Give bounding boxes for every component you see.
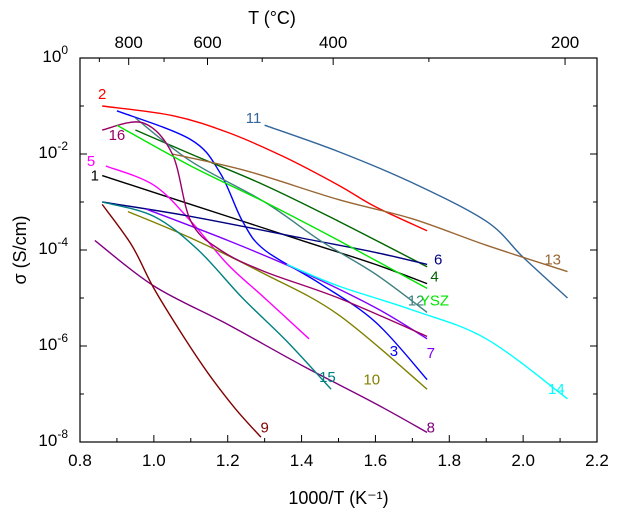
top-tick-label: 400 [319, 33, 347, 52]
x-tick-label: 0.8 [68, 451, 92, 470]
series-line-12 [134, 117, 428, 313]
series-label-YSZ: YSZ [420, 292, 449, 309]
series-label-3: 3 [390, 343, 398, 360]
series-label-16: 16 [109, 127, 126, 144]
series-line-YSZ [116, 124, 428, 290]
x-tick-label: 2.0 [511, 451, 535, 470]
series-label-2: 2 [98, 86, 106, 103]
top-tick-label: 800 [114, 33, 142, 52]
x-tick-label: 1.0 [142, 451, 166, 470]
x-axis-title: 1000/T (K⁻¹) [288, 488, 388, 508]
x-tick-label: 1.4 [290, 451, 314, 470]
series-label-10: 10 [363, 372, 380, 389]
ticks-layer [79, 57, 598, 443]
series-line-9 [101, 203, 262, 438]
series-label-5: 5 [87, 153, 95, 170]
series-line-4 [135, 129, 428, 268]
series-label-12: 12 [408, 292, 425, 309]
series-label-14: 14 [548, 381, 565, 398]
series-label-8: 8 [427, 420, 435, 437]
series-line-2 [102, 105, 428, 232]
top-tick-label: 200 [551, 33, 579, 52]
series-label-11: 11 [246, 110, 262, 127]
series-line-8 [94, 239, 428, 434]
top-axis-title: T (°C) [248, 8, 296, 28]
series-line-16 [102, 121, 428, 338]
series-line-14 [286, 263, 568, 400]
series-label-6: 6 [434, 252, 442, 269]
y-axis-title: σ (S/cm) [10, 215, 30, 284]
series-label-1: 1 [91, 168, 99, 185]
x-tick-label: 1.6 [364, 451, 388, 470]
series-label-7: 7 [427, 345, 435, 362]
series-line-1 [101, 174, 428, 285]
series-label-15: 15 [319, 369, 336, 386]
series-line-10 [127, 210, 428, 390]
series-line-13 [172, 153, 568, 273]
top-tick-label: 600 [193, 33, 221, 52]
x-tick-label: 1.2 [216, 451, 240, 470]
labels-layer: 0.8 1.0 1.2 1.4 1.6 1.8 2.0 2.210-810-610-410-2… [38, 33, 608, 470]
series-line-6 [102, 201, 428, 266]
x-tick-label: 1.8 [437, 451, 461, 470]
series-line-3 [116, 110, 428, 381]
series-label-13: 13 [544, 252, 561, 269]
x-tick-label: 2.2 [585, 451, 609, 470]
series-layer [94, 105, 568, 438]
series-label-4: 4 [430, 268, 438, 285]
series-line-15 [102, 201, 332, 390]
series-label-9: 9 [260, 420, 268, 437]
